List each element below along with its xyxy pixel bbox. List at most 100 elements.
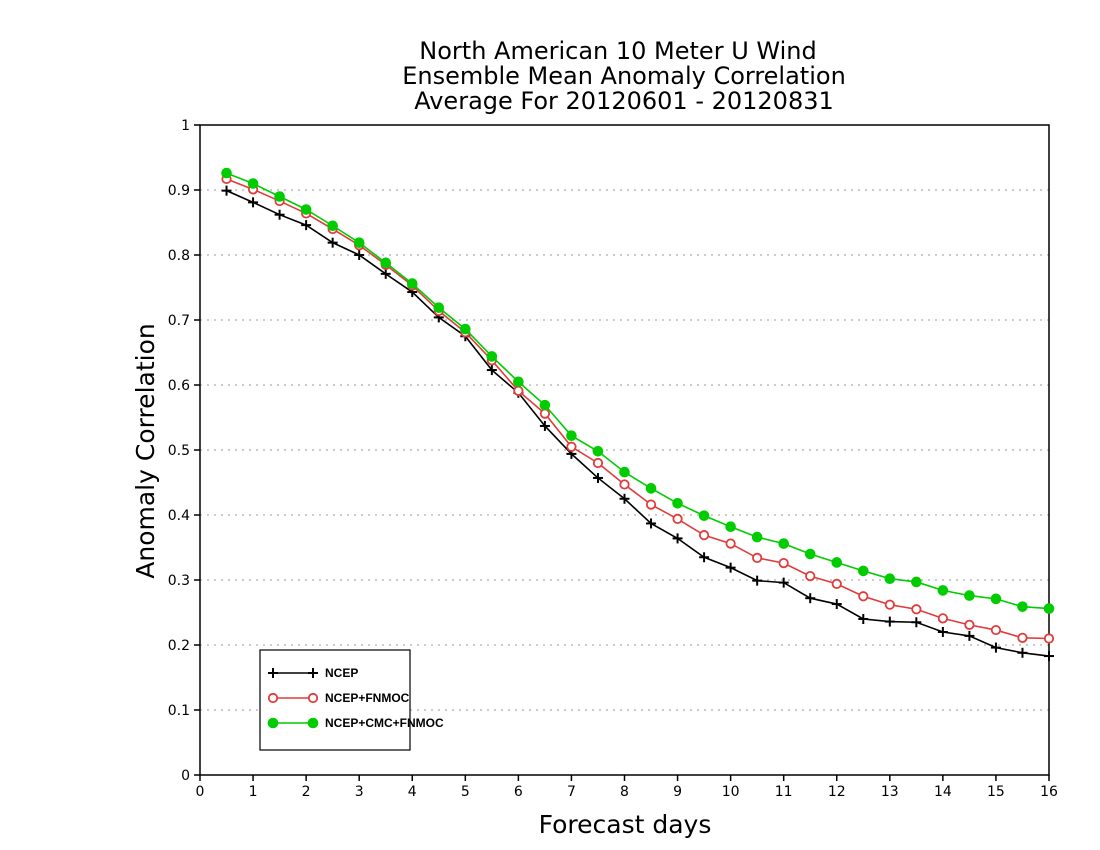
data-point	[990, 593, 1002, 605]
data-point	[672, 498, 683, 509]
data-point	[805, 570, 816, 582]
legend-marker	[267, 717, 279, 729]
data-point	[327, 237, 338, 248]
data-point	[380, 268, 391, 279]
y-tick-label: 0.2	[168, 638, 190, 654]
y-tick-label: 0	[181, 768, 190, 784]
data-point	[884, 616, 895, 627]
data-point	[380, 257, 392, 269]
data-point	[698, 510, 710, 521]
series-group	[221, 167, 1055, 662]
data-point	[1017, 647, 1028, 658]
series-line-0	[226, 189, 1050, 657]
data-point	[725, 521, 736, 533]
data-point	[937, 585, 949, 596]
series-line-2	[226, 172, 1050, 610]
x-tick-label: 16	[1040, 784, 1058, 800]
grid	[200, 189, 1049, 711]
y-tick-label: 0.5	[168, 443, 190, 459]
legend-marker	[307, 692, 319, 704]
y-tick-label: 0.8	[168, 248, 190, 264]
legend-marker	[308, 668, 318, 678]
x-tick-label: 14	[934, 784, 952, 800]
x-tick-label: 13	[881, 784, 899, 800]
data-point	[831, 557, 843, 568]
x-tick-label: 0	[196, 784, 205, 800]
data-point	[804, 548, 816, 560]
data-point	[274, 209, 285, 220]
data-point	[460, 323, 471, 335]
data-point	[1044, 651, 1054, 662]
legend-box	[259, 649, 411, 751]
data-point	[778, 577, 789, 588]
legend-entry: NCEP+FNMOC	[267, 691, 410, 705]
data-point	[646, 518, 657, 529]
data-point	[592, 446, 604, 457]
data-point	[1043, 633, 1055, 644]
data-point	[698, 530, 710, 541]
data-point	[725, 562, 736, 573]
data-point	[911, 604, 922, 615]
series-0	[221, 185, 1054, 662]
data-point	[937, 613, 948, 624]
data-point	[964, 630, 975, 641]
data-point	[221, 167, 232, 179]
data-point	[858, 614, 869, 624]
y-tick-label: 0.4	[168, 508, 190, 524]
data-point	[354, 250, 365, 260]
data-point	[300, 204, 312, 215]
y-tick-label: 1	[181, 118, 190, 134]
data-point	[964, 590, 975, 601]
data-point	[964, 619, 975, 630]
data-point	[725, 538, 736, 549]
data-point	[778, 538, 789, 549]
chart-title-line-3: Average For 20120601 - 20120831	[414, 87, 834, 115]
data-point	[990, 624, 1002, 636]
x-tick-label: 1	[249, 784, 258, 800]
x-tick-label: 2	[302, 784, 311, 800]
data-point	[486, 365, 497, 376]
x-tick-label: 3	[355, 784, 364, 800]
x-tick-label: 5	[461, 784, 470, 800]
x-tick-label: 6	[514, 784, 523, 800]
x-tick-label: 12	[828, 784, 846, 800]
series-1	[221, 173, 1055, 644]
data-point	[592, 457, 604, 469]
data-point	[1017, 601, 1028, 612]
legend-marker	[267, 692, 279, 704]
y-tick-label: 0.9	[168, 183, 190, 199]
x-tick-label: 15	[987, 784, 1005, 800]
data-point	[1017, 632, 1028, 643]
data-point	[539, 420, 550, 431]
data-point	[592, 472, 603, 483]
data-point	[513, 385, 524, 396]
x-tick-label: 7	[567, 784, 576, 800]
data-point	[805, 593, 816, 604]
data-point	[884, 599, 895, 610]
data-point	[831, 599, 842, 610]
data-point	[433, 302, 445, 313]
data-point	[857, 565, 869, 577]
axes: 00.10.20.30.40.50.60.70.80.910 1 2 3 4 5 6 7 8 9 1…	[168, 118, 1058, 800]
data-point	[752, 575, 763, 586]
data-point	[645, 499, 657, 510]
data-point	[619, 493, 630, 504]
data-point	[1043, 603, 1055, 614]
data-point	[990, 642, 1001, 653]
y-axis-title: Anomaly Correlation	[131, 323, 160, 578]
legend-marker	[268, 668, 278, 678]
legend: NCEP NCEP+FNMOC NCEP+CMC+FNMOC	[259, 649, 444, 751]
data-point	[301, 220, 312, 231]
data-point	[486, 351, 498, 362]
y-tick-label: 0.6	[168, 378, 190, 394]
data-point	[884, 573, 896, 585]
legend-label: NCEP+CMC+FNMOC	[325, 716, 444, 730]
series-line-1	[226, 178, 1050, 640]
data-point	[221, 185, 232, 196]
data-point	[752, 552, 763, 564]
legend-label: NCEP	[325, 666, 358, 680]
data-point	[248, 197, 259, 208]
data-point	[353, 237, 365, 248]
data-point	[539, 408, 551, 419]
